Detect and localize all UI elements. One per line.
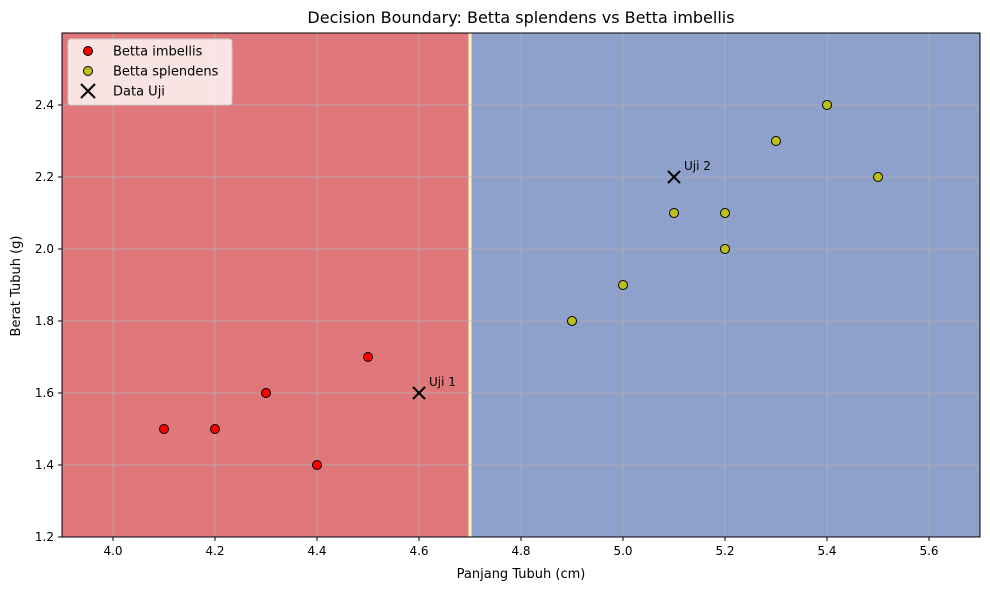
legend-box — [67, 38, 233, 106]
data-point — [261, 388, 271, 398]
data-point — [669, 208, 679, 218]
chart-title: Decision Boundary: Betta splendens vs Be… — [307, 8, 734, 27]
y-axis-label: Berat Tubuh (g) — [9, 236, 24, 337]
x-tick-label: 4.4 — [307, 544, 326, 558]
test-point-label: Uji 1 — [429, 375, 456, 389]
data-point — [873, 172, 883, 182]
region-left — [62, 33, 470, 537]
data-point — [822, 100, 832, 110]
y-tick-label: 2.0 — [35, 242, 54, 256]
legend-marker-circle — [83, 66, 93, 76]
data-point — [363, 352, 373, 362]
test-point-stroke — [667, 170, 681, 184]
y-tick-label: 1.6 — [35, 386, 54, 400]
data-point — [618, 280, 628, 290]
x-tick-label: 5.2 — [715, 544, 734, 558]
x-tick-label: 4.8 — [511, 544, 530, 558]
x-axis-label: Panjang Tubuh (cm) — [457, 567, 586, 582]
legend-label: Data Uji — [113, 85, 165, 100]
x-tick-label: 4.2 — [205, 544, 224, 558]
legend-marker-circle — [83, 46, 93, 56]
y-tick-label: 2.2 — [35, 170, 54, 184]
grid-lines — [62, 33, 980, 538]
x-tick-label: 4.6 — [409, 544, 428, 558]
test-point-marker — [412, 386, 426, 400]
test-point-marker — [667, 170, 681, 184]
x-tick-label: 5.0 — [613, 544, 632, 558]
test-point-stroke — [412, 386, 426, 400]
data-point — [210, 424, 220, 434]
data-point — [720, 244, 730, 254]
decision-boundary-line — [468, 33, 472, 537]
y-tick-label: 1.8 — [35, 314, 54, 328]
data-point — [312, 460, 322, 470]
data-points: Uji 1 Uji 2 — [159, 100, 883, 470]
y-tick-label: 1.2 — [35, 530, 54, 544]
legend: Betta imbellis Betta splendens Data Uji — [67, 38, 233, 106]
axis-ticks: 4.0 4.2 4.4 4.6 4.8 5.0 5.2 5.4 5.6 1.2 1.4 1.6 1.8 2… — [35, 98, 939, 558]
x-tick-label: 5.4 — [817, 544, 836, 558]
y-tick-label: 1.4 — [35, 458, 54, 472]
data-point — [771, 136, 781, 146]
legend-marker-x — [80, 83, 96, 99]
data-point — [159, 424, 169, 434]
test-point-label: Uji 2 — [684, 159, 711, 173]
legend-label: Betta splendens — [113, 65, 219, 80]
x-tick-label: 4.0 — [103, 544, 122, 558]
y-tick-label: 2.4 — [35, 98, 54, 112]
data-point — [567, 316, 577, 326]
x-tick-label: 5.6 — [919, 544, 938, 558]
data-point — [720, 208, 730, 218]
legend-label: Betta imbellis — [113, 45, 203, 60]
